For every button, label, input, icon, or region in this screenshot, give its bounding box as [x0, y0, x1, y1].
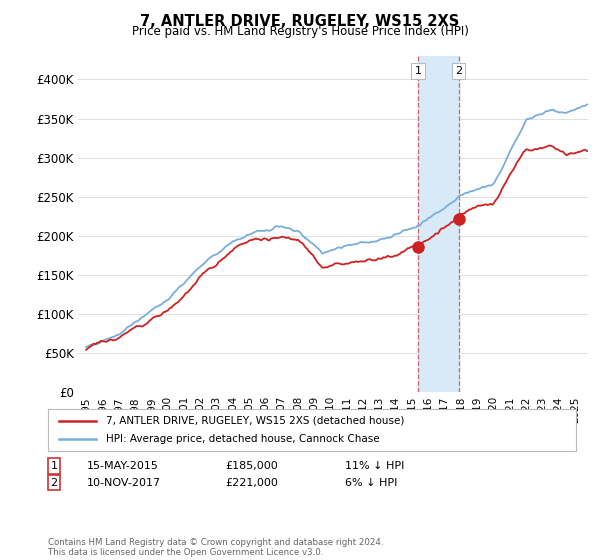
- Text: HPI: Average price, detached house, Cannock Chase: HPI: Average price, detached house, Cann…: [106, 434, 380, 444]
- Text: 15-MAY-2015: 15-MAY-2015: [87, 461, 159, 471]
- Text: 2: 2: [50, 478, 58, 488]
- Text: Price paid vs. HM Land Registry's House Price Index (HPI): Price paid vs. HM Land Registry's House …: [131, 25, 469, 38]
- Text: 2: 2: [455, 66, 463, 76]
- Text: 1: 1: [50, 461, 58, 471]
- Text: £185,000: £185,000: [225, 461, 278, 471]
- Text: 10-NOV-2017: 10-NOV-2017: [87, 478, 161, 488]
- Text: 7, ANTLER DRIVE, RUGELEY, WS15 2XS (detached house): 7, ANTLER DRIVE, RUGELEY, WS15 2XS (deta…: [106, 416, 404, 426]
- Text: Contains HM Land Registry data © Crown copyright and database right 2024.
This d: Contains HM Land Registry data © Crown c…: [48, 538, 383, 557]
- Bar: [418, 56, 459, 392]
- Text: 6% ↓ HPI: 6% ↓ HPI: [345, 478, 397, 488]
- Text: 7, ANTLER DRIVE, RUGELEY, WS15 2XS: 7, ANTLER DRIVE, RUGELEY, WS15 2XS: [140, 14, 460, 29]
- Text: 11% ↓ HPI: 11% ↓ HPI: [345, 461, 404, 471]
- Text: 1: 1: [415, 66, 422, 76]
- Text: £221,000: £221,000: [225, 478, 278, 488]
